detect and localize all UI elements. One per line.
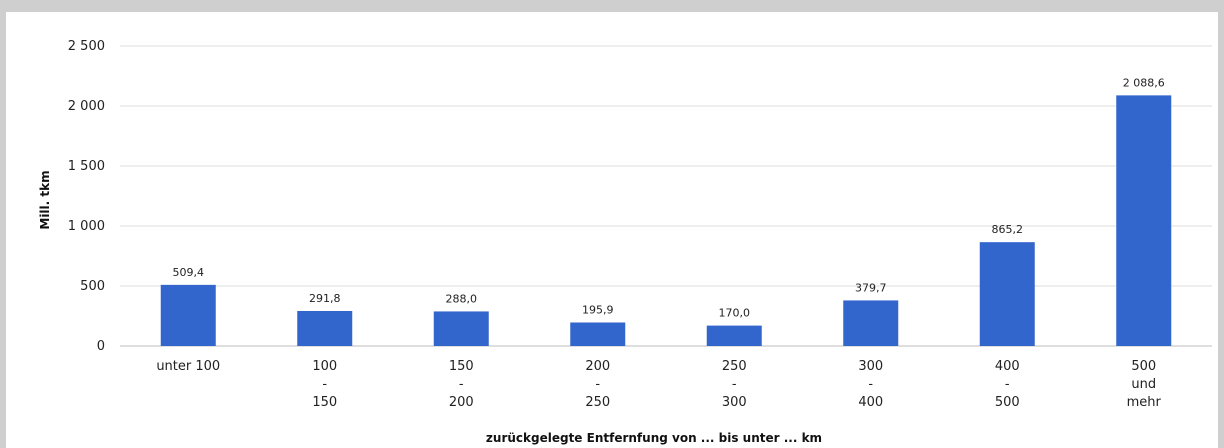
bar [297, 310, 353, 346]
bar [570, 322, 626, 346]
x-tick-label: - [595, 377, 600, 392]
x-tick-label: 400 [858, 395, 883, 410]
x-tick-label: - [1005, 377, 1010, 392]
bar-chart: 0 500 1 000 1 500 2 000 2 500 unter 100 100 - 15… [38, 39, 1212, 445]
x-tick-label: unter 100 [156, 359, 220, 374]
x-tick-label: 500 [1131, 359, 1156, 374]
bar [1116, 95, 1172, 346]
x-tick-label: 200 [585, 359, 610, 374]
bar [160, 284, 216, 346]
x-tick-labels: unter 100 100 - 150 150 - 200 200 - 250 250 - 300 300… [156, 359, 1161, 410]
x-tick-label: 250 [722, 359, 747, 374]
data-labels: 509,4 291,8 288,0 195,9 170,0 379,7 865,2 2 088… [173, 76, 1165, 319]
x-tick-label: 150 [312, 395, 337, 410]
x-tick-label: - [868, 377, 873, 392]
x-tick-label: 500 [995, 395, 1020, 410]
bars [160, 95, 1172, 346]
x-tick-label: 300 [722, 395, 747, 410]
x-axis-title: zurückgelegte Entfernfung von ... bis un… [486, 431, 822, 445]
data-label: 291,8 [309, 292, 341, 305]
x-tick-label: - [459, 377, 464, 392]
x-tick-label: und [1131, 377, 1156, 392]
bar [979, 242, 1035, 346]
x-tick-label: 150 [449, 359, 474, 374]
x-tick-label: - [322, 377, 327, 392]
x-tick-label: 250 [585, 395, 610, 410]
bar [433, 311, 489, 346]
data-label: 170,0 [719, 307, 751, 320]
y-tick-labels: 0 500 1 000 1 500 2 000 2 500 [68, 39, 105, 354]
data-label: 288,0 [446, 292, 478, 305]
x-tick-label: 200 [449, 395, 474, 410]
data-label: 379,7 [855, 281, 887, 294]
bar [706, 325, 762, 346]
x-tick-label: 400 [995, 359, 1020, 374]
data-label: 509,4 [173, 266, 205, 279]
y-tick-label: 2 000 [68, 99, 105, 114]
y-tick-label: 500 [80, 279, 105, 294]
x-tick-label: 300 [858, 359, 883, 374]
y-tick-label: 1 500 [68, 159, 105, 174]
y-axis-title: Mill. tkm [38, 170, 52, 229]
x-tick-label: mehr [1127, 395, 1162, 410]
bar [843, 300, 899, 346]
y-tick-label: 2 500 [68, 39, 105, 54]
gridlines [120, 45, 1212, 347]
x-tick-label: 100 [312, 359, 337, 374]
data-label: 2 088,6 [1123, 76, 1165, 89]
chart-panel: 0 500 1 000 1 500 2 000 2 500 unter 100 100 - 15… [6, 12, 1218, 448]
data-label: 195,9 [582, 303, 614, 316]
y-tick-label: 1 000 [68, 219, 105, 234]
x-tick-label: - [732, 377, 737, 392]
data-label: 865,2 [992, 223, 1024, 236]
y-tick-label: 0 [97, 339, 105, 354]
